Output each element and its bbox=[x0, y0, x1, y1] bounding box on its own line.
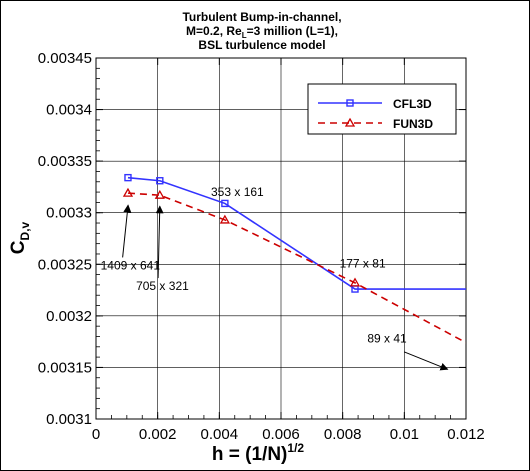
x-axis-label-main: h = (1/N) bbox=[212, 444, 287, 465]
legend-label-cfl3d: CFL3D bbox=[393, 97, 432, 111]
data-point-fun3d bbox=[349, 277, 361, 287]
chart-title-line-2: M=0.2, ReL=3 million (L=1), bbox=[186, 24, 338, 40]
legend: CFL3D FUN3D bbox=[307, 83, 457, 135]
legend-label-fun3d: FUN3D bbox=[393, 117, 433, 131]
y-tick-label: 0.00335 bbox=[38, 153, 92, 170]
legend-box bbox=[307, 83, 457, 135]
annotation-arrow bbox=[155, 205, 164, 279]
annotation-label: 1409 x 641 bbox=[101, 258, 161, 272]
legend-marker-fun3d bbox=[344, 117, 356, 127]
annotation-label: 705 x 321 bbox=[136, 279, 189, 293]
y-tick-label: 0.00345 bbox=[38, 50, 92, 67]
chart-title-line-2b: =3 million (L=1), bbox=[247, 24, 338, 38]
series-line-fun3d bbox=[127, 192, 466, 344]
y-tick-label: 0.0031 bbox=[46, 411, 92, 428]
y-tick-label: 0.0034 bbox=[46, 102, 92, 119]
data-point-cfl3d bbox=[156, 177, 164, 185]
chart-title-sub-l: L bbox=[242, 31, 247, 40]
x-tick-label: 0.002 bbox=[139, 426, 177, 443]
y-tick-label: 0.0033 bbox=[46, 205, 92, 222]
y-axis-label-sub: D,v bbox=[18, 221, 32, 240]
annotations-layer: 1409 x 641 705 x 321 353 x 161 177 x 81 89 x… bbox=[101, 185, 449, 371]
annotation-label: 353 x 161 bbox=[211, 185, 264, 199]
series-layer bbox=[122, 173, 466, 344]
data-point-cfl3d bbox=[221, 199, 229, 208]
ticks: 0 0.002 0.004 0.006 0.008 0.01 0.012 0.0031 0.00… bbox=[38, 50, 485, 443]
x-tick-label: 0.008 bbox=[324, 426, 362, 443]
data-point-fun3d bbox=[122, 187, 134, 197]
x-axis-label-sup: 1/2 bbox=[287, 441, 304, 455]
annotation-label: 177 x 81 bbox=[340, 256, 386, 270]
x-tick-label: 0.012 bbox=[447, 426, 485, 443]
x-tick-label: 0.006 bbox=[262, 426, 300, 443]
series-line-cfl3d bbox=[127, 176, 466, 290]
data-point-fun3d bbox=[154, 189, 165, 199]
annotation-arrow bbox=[122, 204, 132, 258]
chart-title-line-2a: M=0.2, Re bbox=[186, 24, 242, 38]
data-point-fun3d bbox=[219, 214, 231, 224]
legend-marker-cfl3d bbox=[346, 99, 354, 107]
y-tick-label: 0.0032 bbox=[46, 308, 92, 325]
x-tick-label: 0 bbox=[92, 426, 100, 443]
annotation-label: 89 x 41 bbox=[367, 332, 407, 346]
annotation-arrow bbox=[404, 351, 449, 371]
chart-title-line-3: BSL turbulence model bbox=[198, 38, 325, 52]
y-axis-label-main: C bbox=[8, 240, 29, 254]
x-tick-label: 0.004 bbox=[201, 426, 239, 443]
y-axis-label: CD,v bbox=[8, 221, 32, 254]
x-tick-label: 0.01 bbox=[390, 426, 419, 443]
data-point-cfl3d bbox=[124, 173, 132, 182]
x-axis-label: h = (1/N)1/2 bbox=[212, 441, 304, 465]
chart-title-line-1: Turbulent Bump-in-channel, bbox=[182, 10, 341, 24]
y-tick-label: 0.00325 bbox=[38, 256, 92, 273]
y-tick-label: 0.00315 bbox=[38, 359, 92, 376]
